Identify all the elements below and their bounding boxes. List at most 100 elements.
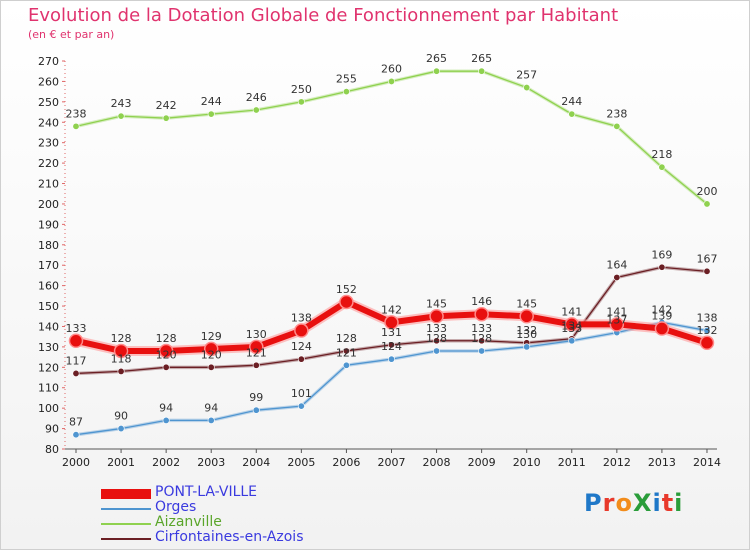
data-point <box>68 333 84 349</box>
y-tick-label: 240 <box>38 116 59 129</box>
y-tick-label: 270 <box>38 55 59 68</box>
data-point <box>158 343 174 359</box>
data-point <box>72 122 80 130</box>
data-point <box>523 343 531 351</box>
data-label: 145 <box>426 297 447 310</box>
data-point <box>342 88 350 96</box>
logo-letter: i <box>674 489 684 517</box>
logo-letter: i <box>652 489 662 517</box>
y-tick-label: 90 <box>45 423 59 436</box>
data-label: 128 <box>426 332 447 345</box>
data-label: 138 <box>291 312 312 325</box>
data-label: 265 <box>426 52 447 65</box>
data-label: 130 <box>246 328 267 341</box>
data-point <box>297 402 305 410</box>
x-tick-label: 2000 <box>62 456 90 469</box>
legend-label: Cirfontaines-en-Azois <box>155 529 304 545</box>
data-labels: 238 243 242 244 246 250 255 260 265 265 257 244 238 2… <box>66 52 718 428</box>
data-label: 132 <box>516 324 537 337</box>
y-tick-label: 100 <box>38 402 59 415</box>
x-tick-label: 2006 <box>332 456 360 469</box>
data-point <box>249 339 264 355</box>
x-tick-label: 2004 <box>242 456 270 469</box>
data-label: 87 <box>69 416 83 429</box>
data-label: 146 <box>471 295 492 308</box>
data-label: 141 <box>561 305 582 318</box>
data-label: 243 <box>111 97 132 110</box>
data-point <box>339 294 354 310</box>
x-tick-label: 2002 <box>152 456 180 469</box>
data-point <box>478 347 486 355</box>
data-label: 101 <box>291 387 312 400</box>
legend-swatch <box>101 508 151 510</box>
data-point <box>433 337 441 345</box>
data-point <box>342 347 350 355</box>
data-label: 134 <box>561 320 582 333</box>
data-label: 142 <box>651 303 672 316</box>
data-point <box>113 343 129 359</box>
data-label: 133 <box>471 322 492 335</box>
data-point <box>162 416 170 424</box>
data-point <box>613 122 621 130</box>
data-point <box>252 406 260 414</box>
x-tick-label: 2010 <box>513 456 541 469</box>
data-point <box>117 112 125 120</box>
data-point <box>523 84 531 92</box>
data-label: 238 <box>66 107 87 120</box>
data-label: 169 <box>651 248 672 261</box>
x-tick-label: 2013 <box>648 456 676 469</box>
data-point <box>478 67 486 75</box>
legend-swatch <box>101 538 151 540</box>
data-label: 141 <box>606 305 627 318</box>
data-label: 257 <box>516 69 537 82</box>
y-tick-label: 110 <box>38 382 59 395</box>
data-point <box>703 327 711 335</box>
y-tick-label: 260 <box>38 75 59 88</box>
data-point <box>387 341 395 349</box>
data-point <box>72 431 80 439</box>
logo-letter: t <box>661 489 675 517</box>
data-label: 218 <box>651 148 672 161</box>
data-label: 255 <box>336 73 357 86</box>
data-label: 128 <box>336 332 357 345</box>
data-label: 94 <box>159 401 173 414</box>
y-tick-label: 210 <box>38 178 59 191</box>
data-point <box>699 335 715 351</box>
data-label: 131 <box>381 326 402 339</box>
data-label: 152 <box>336 283 357 296</box>
logo-letter: r <box>602 489 616 517</box>
x-tick-label: 2005 <box>287 456 315 469</box>
data-point <box>117 367 125 375</box>
x-tick-label: 2001 <box>107 456 135 469</box>
data-point <box>162 363 170 371</box>
y-tick-label: 140 <box>38 320 59 333</box>
x-tick-label: 2007 <box>377 456 405 469</box>
data-label: 129 <box>201 330 222 343</box>
series-pont-la-ville <box>68 294 715 359</box>
data-point <box>474 306 489 322</box>
data-point <box>433 347 441 355</box>
data-point <box>568 337 576 345</box>
data-point <box>613 273 621 281</box>
series-cirfontaines-en-azois <box>72 263 711 377</box>
x-tick-label: 2012 <box>603 456 631 469</box>
data-label: 133 <box>66 322 87 335</box>
x-tick-label: 2011 <box>558 456 586 469</box>
data-label: 260 <box>381 62 402 75</box>
legend-swatch <box>101 489 151 499</box>
legend-label: Orges <box>155 499 197 515</box>
series-layer <box>68 67 715 439</box>
data-label: 130 <box>516 328 537 341</box>
data-point <box>117 425 125 433</box>
x-tick-label: 2014 <box>693 456 721 469</box>
series-line-glow <box>75 69 709 206</box>
data-label: 120 <box>156 348 177 361</box>
y-tick-label: 230 <box>38 137 59 150</box>
data-label: 164 <box>606 258 627 271</box>
data-point <box>207 416 215 424</box>
series-orges <box>72 318 711 439</box>
data-point <box>433 67 441 75</box>
proxiti-logo: ProXiti <box>584 489 683 517</box>
data-label: 121 <box>246 346 267 359</box>
data-label: 265 <box>471 52 492 65</box>
